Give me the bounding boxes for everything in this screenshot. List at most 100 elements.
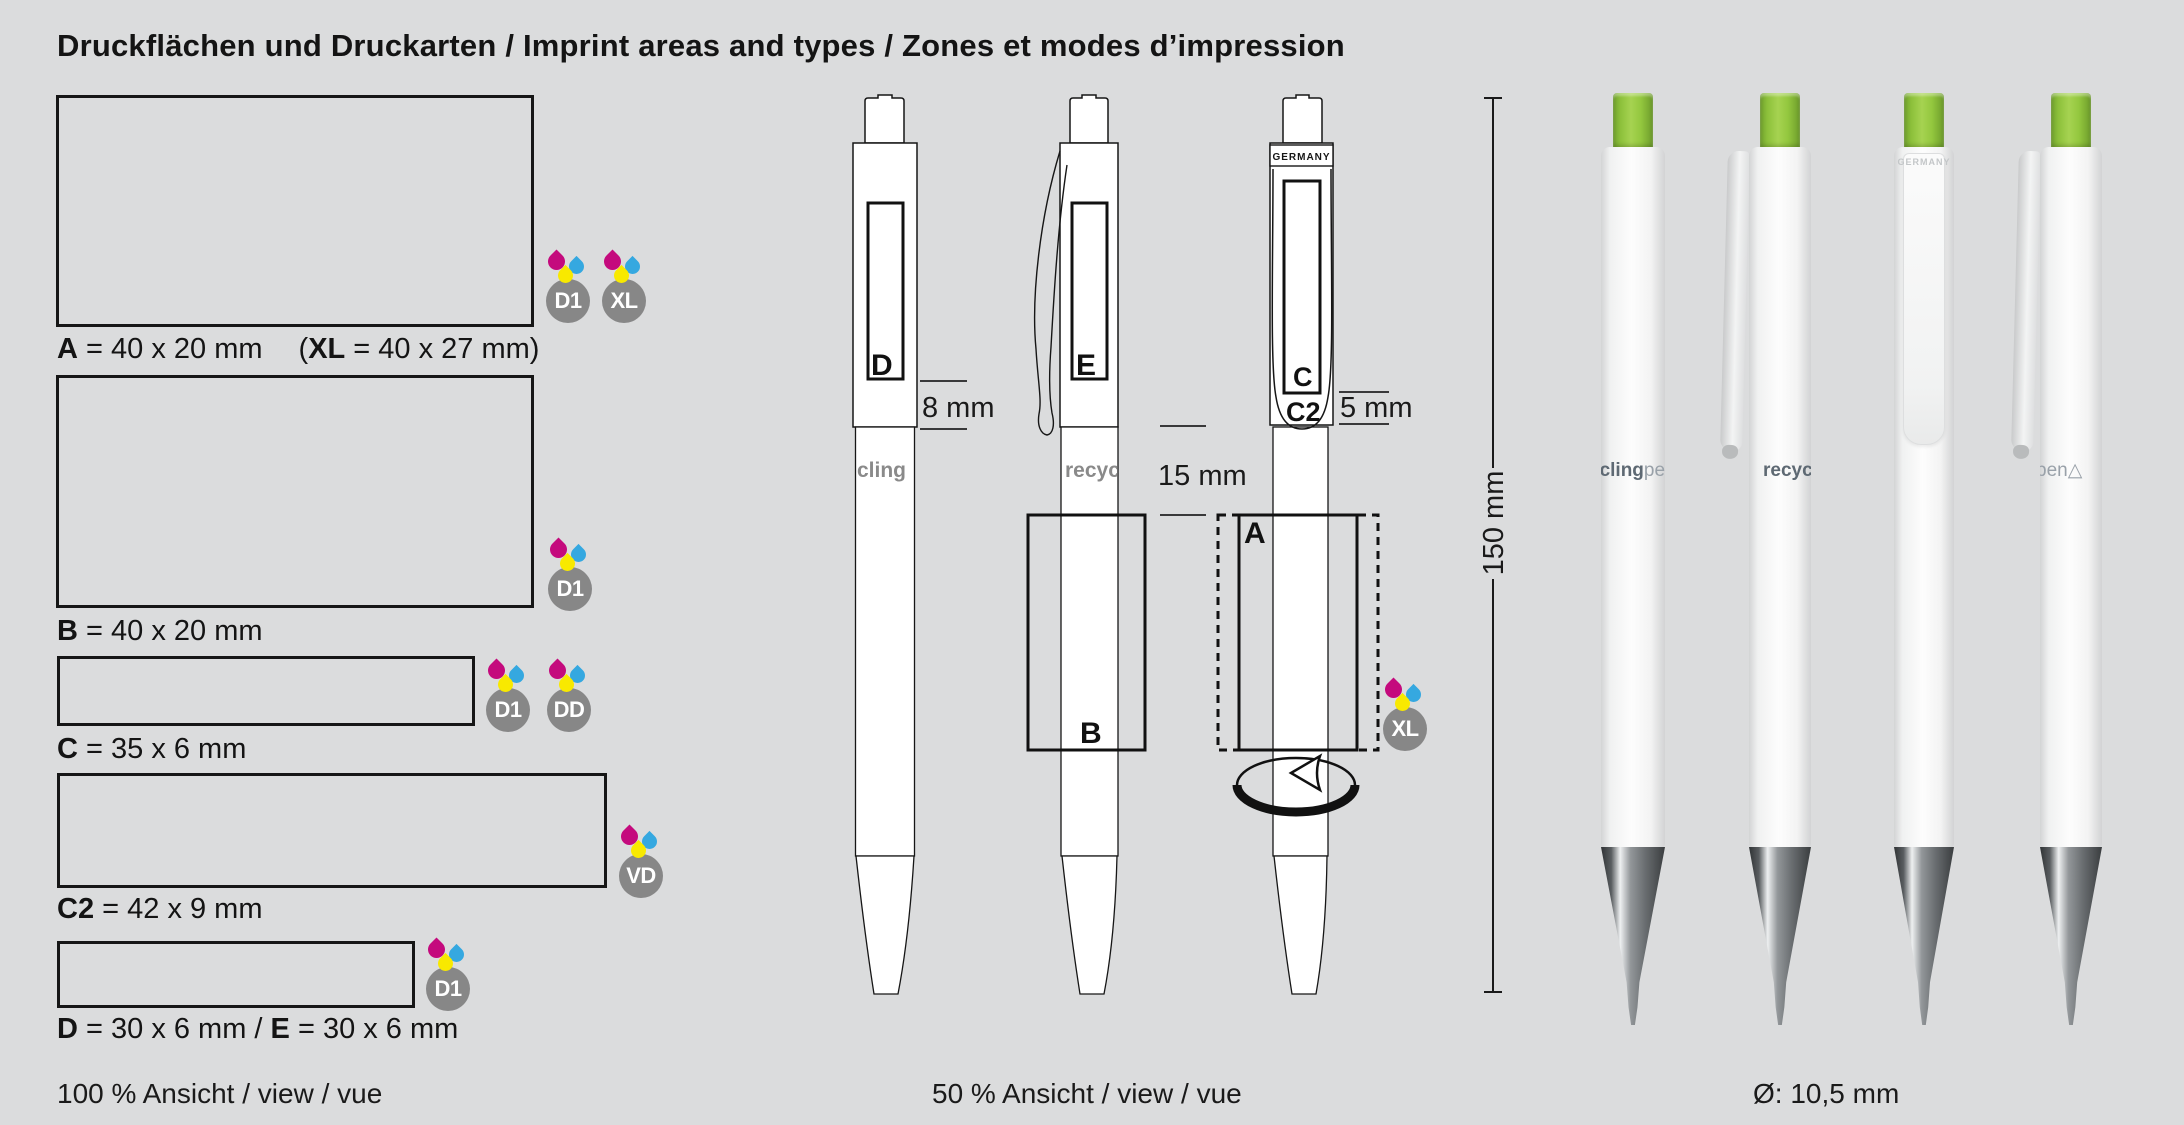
imprint-area-box-c [57,656,475,726]
area-c2-size: = 42 x 9 mm [94,893,263,925]
badge-label: D1 [426,967,470,1011]
area-a-xl-size: = 40 x 27 mm) [345,333,540,365]
zone-e-label: E [1076,349,1096,382]
pen-brand-text: yclingpe [1601,459,1665,483]
area-b-name: B [57,615,78,647]
brand-light: pen [2040,460,2068,481]
zone-b-label: B [1080,717,1102,750]
caption-diameter: Ø: 10,5 mm [1753,1078,1900,1109]
zone-a-dashed-rect [1216,513,1380,752]
dim-15mm-label: 15 mm [1158,460,1247,492]
badge-label: VD [619,854,663,898]
recycle-triangle-icon: △ [2067,460,2083,481]
area-e-name: E [270,1013,290,1045]
pen-plunger [1760,93,1800,149]
pen2-brand-text: recycli [1065,459,1132,482]
area-d-size: = 30 x 6 mm / [77,1013,271,1045]
zone-c2-label: C2 [1286,397,1321,427]
pen-tip [1601,847,1665,1025]
pen2-upper-body [1059,142,1119,428]
badge-label: XL [602,279,646,323]
pen2-plunger [1069,94,1109,144]
rotation-ellipse-bottom [1232,784,1360,817]
imprint-area-box-c2 [57,773,607,888]
pen1-brand-text: cling [857,459,906,482]
print-badge-d1: D1 [484,658,531,733]
pen-brand-text: recycl [1749,459,1811,483]
print-badge-d1: D1 [544,249,591,324]
brand-bold: ycling [1601,460,1644,481]
pen-body [1601,147,1665,847]
pen-tip [2040,847,2102,1025]
area-a-name: A [57,333,78,365]
imprint-area-label-de: D = 30 x 6 mm / E = 30 x 6 mm [57,1013,458,1046]
brand-light: pe [1643,460,1665,481]
badge-label: DD [547,688,591,732]
imprint-area-box-de [57,941,415,1008]
print-badge-d1: D1 [546,537,593,612]
imprint-area-label-c: C = 35 x 6 mm [57,733,246,766]
area-d-name: D [57,1013,78,1045]
pen2-barrel [1060,426,1119,857]
pen1-cone [855,855,915,995]
zone-c-rect [1282,179,1322,395]
zone-a-rect [1237,513,1359,752]
caption-100-percent-view: 100 % Ansicht / view / vue [57,1078,383,1109]
imprint-area-box-a [56,95,534,327]
pen-clip [1903,153,1945,445]
area-a-size: = 40 x 20 mm [77,333,263,365]
pen3-germany-band [1269,144,1334,167]
pen3-barrel [1272,426,1329,857]
badge-label: D1 [548,567,592,611]
photo-pen-side-angled: pen△ [2011,85,2102,1035]
imprint-area-label-c2: C2 = 42 x 9 mm [57,893,263,926]
pen3-upper-body [1269,142,1334,426]
rotation-arrow-icon [1288,753,1323,793]
pen2-cone [1061,855,1118,995]
pen-plunger [1613,93,1653,149]
pen3-clip [1271,168,1333,430]
pen-body [1749,147,1811,847]
pen-clip [1720,150,1750,452]
pen3-germany-text: GERMANY [1272,152,1330,163]
zone-d-label: D [871,349,893,382]
zone-b-rect [1026,513,1147,752]
pen-plunger [2051,93,2091,149]
zone-c-label: C [1293,362,1313,392]
badge-label: XL [1383,707,1427,751]
photo-pen-side-left: recycl [1720,85,1811,1035]
pen2-clip [1033,150,1068,436]
dim-5mm-label: 5 mm [1340,392,1413,424]
imprint-area-label-b: B = 40 x 20 mm [57,615,263,648]
area-c-name: C [57,733,78,765]
pen3-cone [1273,855,1328,995]
brand-bold: recycl [1763,460,1811,481]
zone-a-label: A [1244,517,1266,550]
area-a-paren: ( [298,333,309,365]
badge-label: D1 [546,279,590,323]
imprint-area-box-b [56,375,534,608]
area-a-xl-name: XL [308,333,346,365]
area-c-size: = 35 x 6 mm [77,733,247,765]
pen-germany-text: GERMANY [1897,157,1951,167]
page-title: Druckflächen und Druckarten / Imprint ar… [57,28,1345,63]
imprint-area-label-a: A = 40 x 20 mm (XL = 40 x 27 mm) [57,333,539,366]
pens-technical-drawing: GERMANY D E C C2 A B cling recycli 8 mm … [852,94,1510,995]
photo-pen-front: yclingpe [1601,85,1665,1035]
dim-8mm-label: 8 mm [922,392,995,424]
pen1-plunger [864,94,905,144]
pen1-upper-body [852,142,918,428]
caption-50-percent-view: 50 % Ansicht / view / vue [932,1078,1242,1109]
pen-tip [1749,847,1811,1025]
pen3-plunger [1282,94,1323,144]
print-badge-xl: XL [1381,677,1428,752]
pen-body [2040,147,2102,847]
photo-pen-back: GERMANY [1894,85,1954,1035]
area-b-size: = 40 x 20 mm [77,615,263,647]
badge-label: D1 [486,688,530,732]
pen-clip [2011,150,2041,452]
print-badge-dd: DD [545,658,592,733]
pen-tip [1894,847,1954,1025]
print-badge-xl: XL [600,249,647,324]
pen-brand-text: pen△ [2040,459,2102,483]
